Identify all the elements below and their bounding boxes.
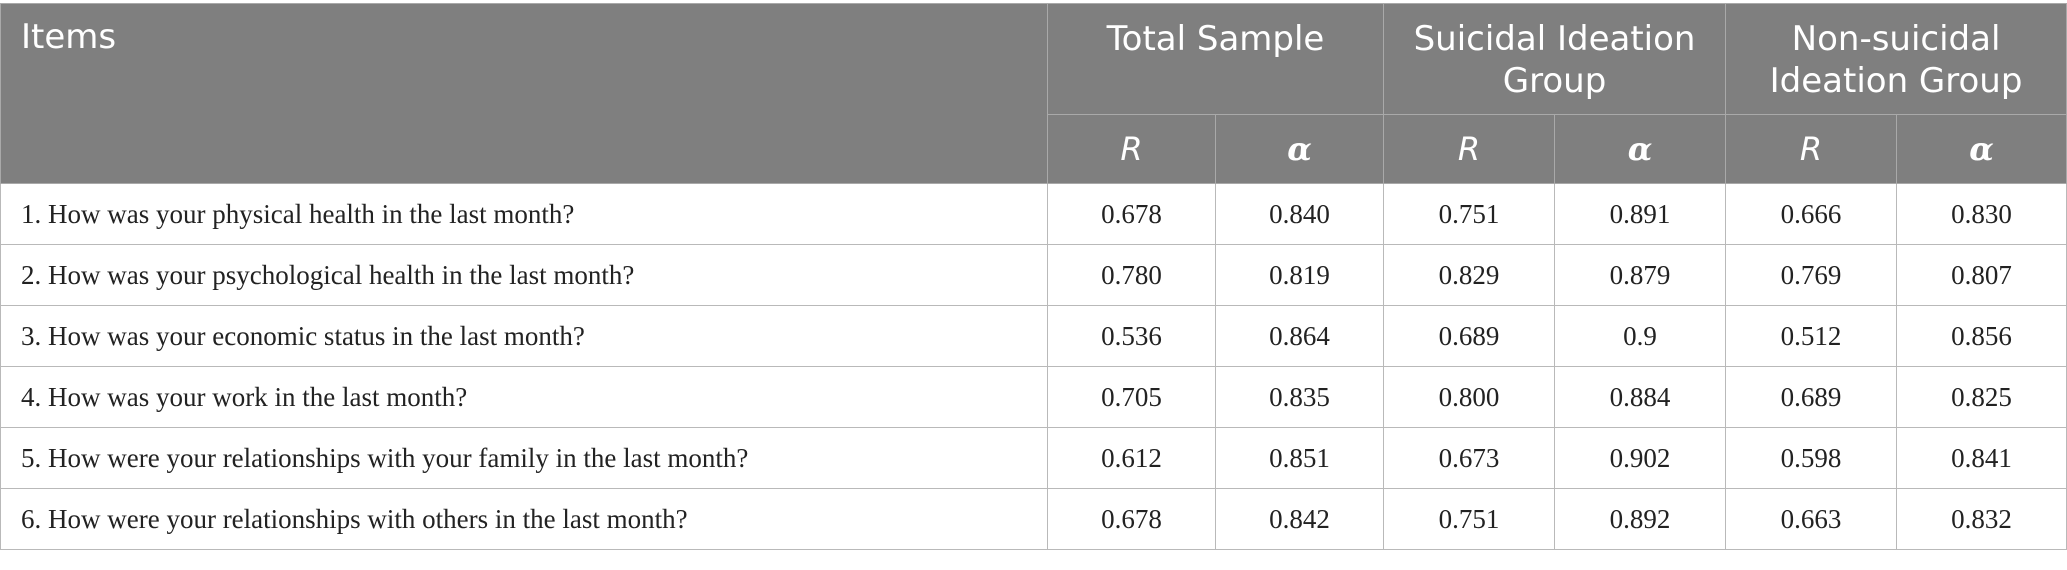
non-suicidal-alpha-value: 0.825	[1896, 366, 2067, 428]
non-suicidal-r-value: 0.689	[1725, 366, 1898, 428]
total-r-value: 0.612	[1047, 427, 1216, 489]
non-suicidal-alpha-value: 0.856	[1896, 305, 2067, 367]
suicidal-r-value: 0.689	[1383, 305, 1556, 367]
suicidal-r-value: 0.800	[1383, 366, 1556, 428]
non-suicidal-r-value: 0.663	[1725, 488, 1898, 550]
suicidal-r-value: 0.673	[1383, 427, 1556, 489]
items-header: Items	[0, 3, 1048, 184]
total-alpha-value: 0.840	[1214, 183, 1385, 245]
header-row-stats: R α R α R α	[1, 114, 2067, 184]
suicidal-r-value: 0.751	[1383, 183, 1556, 245]
suicidal-r-value: 0.829	[1383, 244, 1556, 306]
item-label: 2. How was your psychological health in …	[0, 244, 1048, 306]
suicidal-alpha-value: 0.902	[1554, 427, 1727, 489]
table-row: 4. How was your work in the last month? …	[0, 366, 2067, 428]
total-alpha-value: 0.851	[1214, 427, 1385, 489]
item-label: 3. How was your economic status in the l…	[0, 305, 1048, 367]
non-suicidal-r-value: 0.769	[1725, 244, 1898, 306]
suicidal-alpha-value: 0.892	[1554, 488, 1727, 550]
non-suicidal-alpha-value: 0.832	[1896, 488, 2067, 550]
total-alpha-value: 0.835	[1214, 366, 1385, 428]
non-suicidal-r-value: 0.666	[1725, 183, 1898, 245]
non-suicidal-alpha-header: α	[1896, 114, 2067, 184]
suicidal-alpha-header: α	[1554, 114, 1727, 184]
suicidal-alpha-value: 0.9	[1554, 305, 1727, 367]
item-label: 1. How was your physical health in the l…	[0, 183, 1048, 245]
table-row: 1. How was your physical health in the l…	[0, 183, 2067, 245]
total-r-value: 0.780	[1047, 244, 1216, 306]
total-r-value: 0.678	[1047, 183, 1216, 245]
item-label: 5. How were your relationships with your…	[0, 427, 1048, 489]
non-suicidal-r-value: 0.598	[1725, 427, 1898, 489]
header-row-groups: Items Total Sample Suicidal Ideation Gro…	[0, 3, 2067, 184]
item-analysis-table: Items Total Sample Suicidal Ideation Gro…	[0, 3, 2067, 550]
total-r-header: R	[1047, 114, 1216, 184]
total-r-value: 0.705	[1047, 366, 1216, 428]
item-label: 6. How were your relationships with othe…	[0, 488, 1048, 550]
suicidal-ideation-header: Suicidal Ideation Group	[1383, 3, 1727, 115]
non-suicidal-alpha-value: 0.841	[1896, 427, 2067, 489]
non-suicidal-ideation-header: Non-suicidal Ideation Group	[1725, 3, 2067, 115]
non-suicidal-alpha-value: 0.807	[1896, 244, 2067, 306]
item-label: 4. How was your work in the last month?	[0, 366, 1048, 428]
table-row: 2. How was your psychological health in …	[0, 244, 2067, 306]
total-alpha-value: 0.864	[1214, 305, 1385, 367]
table-row: 6. How were your relationships with othe…	[0, 488, 2067, 550]
table-row: 3. How was your economic status in the l…	[0, 305, 2067, 367]
table-row: 5. How were your relationships with your…	[0, 427, 2067, 489]
total-sample-header: Total Sample	[1046, 3, 1385, 115]
total-r-value: 0.678	[1047, 488, 1216, 550]
non-suicidal-r-header: R	[1725, 114, 1898, 184]
suicidal-alpha-value: 0.884	[1554, 366, 1727, 428]
total-r-value: 0.536	[1047, 305, 1216, 367]
suicidal-r-header: R	[1383, 114, 1556, 184]
non-suicidal-alpha-value: 0.830	[1896, 183, 2067, 245]
suicidal-alpha-value: 0.879	[1554, 244, 1727, 306]
suicidal-alpha-value: 0.891	[1554, 183, 1727, 245]
total-alpha-value: 0.842	[1214, 488, 1385, 550]
total-alpha-header: α	[1214, 114, 1385, 184]
non-suicidal-r-value: 0.512	[1725, 305, 1898, 367]
total-alpha-value: 0.819	[1214, 244, 1385, 306]
suicidal-r-value: 0.751	[1383, 488, 1556, 550]
